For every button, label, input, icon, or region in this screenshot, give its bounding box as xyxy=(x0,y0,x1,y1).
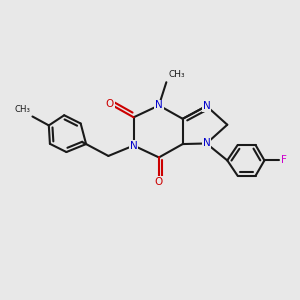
Text: O: O xyxy=(106,99,114,109)
Text: F: F xyxy=(281,155,287,165)
Text: N: N xyxy=(155,100,163,110)
Text: CH₃: CH₃ xyxy=(14,105,30,114)
Text: N: N xyxy=(202,101,210,111)
Text: N: N xyxy=(130,140,137,151)
Text: O: O xyxy=(155,177,163,187)
Text: N: N xyxy=(202,139,210,148)
Text: CH₃: CH₃ xyxy=(169,70,185,79)
